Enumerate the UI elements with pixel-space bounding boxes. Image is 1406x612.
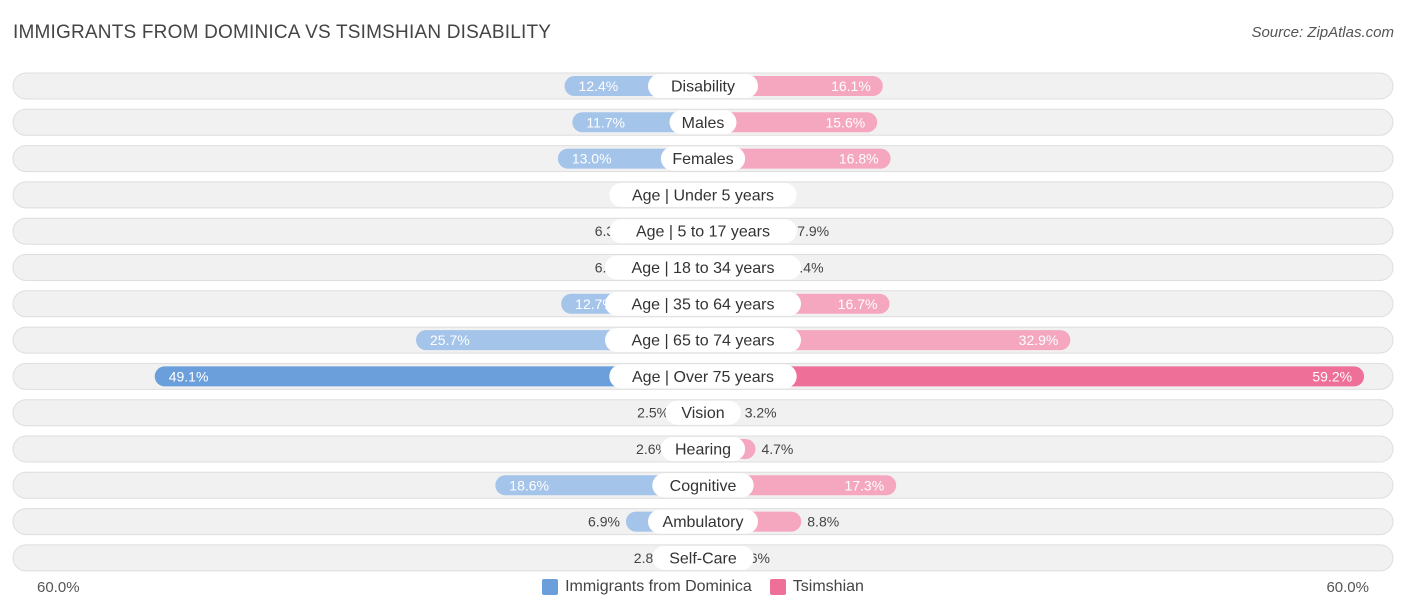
category-label-disability: Disability — [671, 79, 735, 96]
bar-tsimshian-males[interactable] — [703, 112, 878, 133]
category-label-vision: Vision — [681, 405, 724, 422]
legend-item-dominica[interactable]: Immigrants from Dominica — [542, 578, 752, 596]
category-pill-males — [669, 110, 737, 135]
category-label-age-under-5-years: Age | Under 5 years — [632, 187, 774, 204]
value-label-dominica-hearing: 2.6% — [636, 441, 668, 457]
category-label-ambulatory: Ambulatory — [663, 514, 744, 531]
category-pill-females — [660, 146, 746, 171]
category-label-hearing: Hearing — [675, 442, 731, 459]
legend-label-tsimshian: Tsimshian — [792, 578, 864, 595]
value-label-dominica-cognitive: 18.6% — [509, 477, 549, 493]
category-pill-disability — [648, 74, 758, 98]
category-pill-vision — [665, 400, 741, 425]
value-label-dominica-females: 13.0% — [572, 151, 612, 167]
value-label-tsimshian-females: 16.8% — [839, 151, 879, 167]
legend-swatch-dominica — [542, 579, 559, 595]
category-label-age-65-to-74-years: Age | 65 to 74 years — [632, 333, 775, 350]
category-pill-hearing — [660, 437, 746, 461]
value-label-dominica-age-over-75-years: 49.1% — [169, 368, 209, 384]
chart-title: IMMIGRANTS FROM DOMINICA VS TSIMSHIAN DI… — [13, 22, 552, 43]
category-pill-age-under-5-years — [609, 182, 797, 207]
value-label-tsimshian-hearing: 4.7% — [761, 441, 793, 457]
value-label-dominica-age-65-to-74-years: 25.7% — [430, 332, 470, 348]
category-pill-age-18-to-34-years — [605, 255, 801, 280]
value-label-tsimshian-age-35-to-64-years: 16.7% — [838, 296, 878, 312]
value-label-dominica-vision: 2.5% — [637, 405, 669, 421]
bar-dominica-cognitive[interactable] — [495, 475, 703, 496]
category-label-age-over-75-years: Age | Over 75 years — [632, 369, 774, 386]
value-label-tsimshian-age-65-to-74-years: 32.9% — [1019, 332, 1059, 348]
category-pill-age-5-to-17-years — [609, 219, 797, 244]
legend-label-dominica: Immigrants from Dominica — [565, 578, 752, 595]
category-label-age-35-to-64-years: Age | 35 to 64 years — [632, 296, 775, 313]
category-pill-age-65-to-74-years — [605, 328, 801, 353]
value-label-dominica-age-35-to-64-years: 12.7% — [575, 296, 615, 312]
bar-dominica-males[interactable] — [572, 112, 703, 133]
category-label-self-care: Self-Care — [669, 550, 737, 567]
value-label-tsimshian-disability: 16.1% — [831, 78, 871, 94]
category-pill-age-over-75-years — [609, 364, 797, 389]
value-label-tsimshian-ambulatory: 8.8% — [807, 514, 839, 530]
value-label-dominica-ambulatory: 6.9% — [588, 514, 620, 530]
value-label-tsimshian-vision: 3.2% — [745, 405, 777, 421]
category-label-age-18-to-34-years: Age | 18 to 34 years — [632, 260, 775, 277]
axis-min-label: 60.0% — [37, 579, 80, 596]
category-pill-age-35-to-64-years — [605, 291, 801, 316]
bar-tsimshian-age-over-75-years[interactable] — [703, 366, 1365, 387]
value-label-tsimshian-males: 15.6% — [825, 114, 865, 130]
category-pill-cognitive — [652, 473, 754, 498]
category-label-females: Females — [672, 151, 733, 168]
value-label-tsimshian-age-over-75-years: 59.2% — [1312, 368, 1352, 384]
category-label-males: Males — [682, 115, 725, 132]
bar-tsimshian-females[interactable] — [703, 148, 891, 169]
value-label-tsimshian-cognitive: 17.3% — [844, 477, 884, 493]
bar-dominica-age-over-75-years[interactable] — [154, 366, 703, 387]
axis-max-label: 60.0% — [1326, 579, 1369, 596]
source-credit: Source: ZipAtlas.com — [1251, 24, 1394, 41]
legend-item-tsimshian[interactable]: Tsimshian — [769, 578, 864, 596]
value-label-dominica-males: 11.7% — [586, 114, 625, 130]
category-pill-ambulatory — [648, 509, 758, 534]
category-pill-self-care — [652, 545, 754, 570]
value-label-dominica-disability: 12.4% — [579, 78, 619, 94]
value-label-tsimshian-age-5-to-17-years: 7.9% — [797, 223, 829, 239]
category-label-cognitive: Cognitive — [670, 478, 737, 495]
legend: Immigrants from Dominica Tsimshian — [0, 578, 1406, 596]
legend-swatch-tsimshian — [769, 579, 786, 595]
category-label-age-5-to-17-years: Age | 5 to 17 years — [636, 224, 770, 241]
